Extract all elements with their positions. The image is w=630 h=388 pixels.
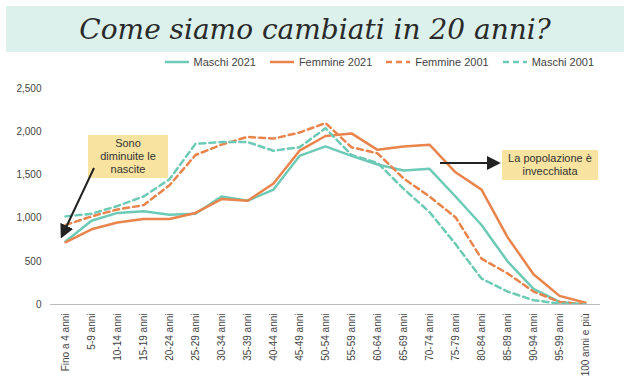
svg-text:1,000: 1,000 bbox=[16, 212, 41, 223]
html-text:Femmine 2001: Femmine 2001 bbox=[415, 56, 489, 68]
svg-text:0: 0 bbox=[36, 299, 42, 310]
svg-text:2,000: 2,000 bbox=[16, 126, 41, 137]
svg-text:25-29 anni: 25-29 anni bbox=[190, 314, 201, 361]
svg-text:35-39 anni: 35-39 anni bbox=[242, 314, 253, 361]
svg-text:95-99 anni: 95-99 anni bbox=[554, 314, 565, 361]
svg-text:20-24 anni: 20-24 anni bbox=[164, 314, 175, 361]
svg-text:30-34 anni: 30-34 anni bbox=[216, 314, 227, 361]
svg-text:2,500: 2,500 bbox=[16, 83, 41, 94]
svg-text:5-9 anni: 5-9 anni bbox=[86, 314, 97, 350]
svg-text:50-54 anni: 50-54 anni bbox=[320, 314, 331, 361]
svg-text:45-49 anni: 45-49 anni bbox=[294, 314, 305, 361]
html-text:Maschi 2001: Maschi 2001 bbox=[531, 56, 594, 68]
html-text:Come siamo cambiati in 20 anni: Come siamo cambiati in 20 anni? bbox=[79, 12, 551, 46]
html-text:Femmine 2021: Femmine 2021 bbox=[298, 56, 373, 68]
svg-text:1,500: 1,500 bbox=[16, 169, 41, 180]
html-text:La popolazione è invecchiata: La popolazione è invecchiata bbox=[508, 152, 592, 177]
svg-text:60-64 anni: 60-64 anni bbox=[372, 314, 383, 361]
svg-text:40-44 anni: 40-44 anni bbox=[268, 314, 279, 361]
svg-text:10-14 anni: 10-14 anni bbox=[112, 314, 123, 361]
svg-text:80-84 anni: 80-84 anni bbox=[476, 314, 487, 361]
svg-text:75-79 anni: 75-79 anni bbox=[450, 314, 461, 361]
svg-text:55-59 anni: 55-59 anni bbox=[346, 314, 357, 361]
svg-text:85-89 anni: 85-89 anni bbox=[502, 314, 513, 361]
svg-text:90-94 anni: 90-94 anni bbox=[528, 314, 539, 361]
html-text:Maschi 2021: Maschi 2021 bbox=[193, 56, 256, 68]
html-text:Sono diminuite le nascite: Sono diminuite le nascite bbox=[100, 137, 156, 175]
svg-text:100 anni e più: 100 anni e più bbox=[580, 314, 591, 377]
svg-text:500: 500 bbox=[25, 256, 42, 267]
svg-text:65-69 anni: 65-69 anni bbox=[398, 314, 409, 361]
svg-text:15-19 anni: 15-19 anni bbox=[138, 314, 149, 361]
svg-text:70-74 anni: 70-74 anni bbox=[424, 314, 435, 361]
svg-text:Fino a 4 anni: Fino a 4 anni bbox=[60, 314, 71, 372]
